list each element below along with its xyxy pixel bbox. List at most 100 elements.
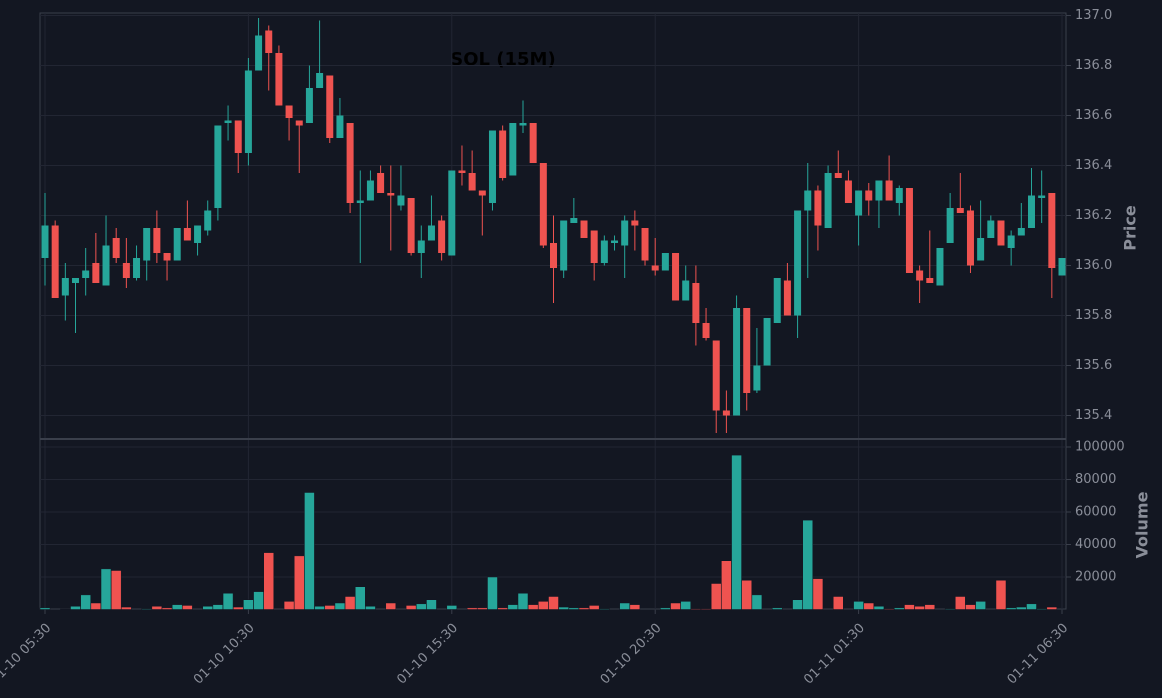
x-tick-label: 01-10 20:30	[598, 621, 665, 688]
volume-bar	[548, 596, 559, 610]
candle-body	[672, 253, 680, 301]
candle-body	[844, 180, 852, 203]
volume-bar	[619, 602, 630, 610]
candle-body	[621, 220, 629, 246]
candle-body	[377, 173, 385, 193]
candle-body	[82, 270, 90, 278]
candle-body	[102, 245, 110, 286]
candle-body	[936, 248, 944, 286]
volume-bar	[527, 604, 539, 610]
candle-body	[387, 193, 395, 196]
volume-bar	[955, 596, 966, 610]
candle-body	[438, 220, 446, 253]
candle-body	[285, 105, 293, 118]
y-tick-label: 60000	[1075, 504, 1116, 519]
volume-bar	[751, 594, 763, 610]
candle-body	[41, 225, 49, 258]
volume-bar	[487, 576, 498, 610]
candle-body	[529, 123, 537, 163]
volume-bar	[944, 608, 956, 610]
volume-bar	[1016, 606, 1027, 610]
frame	[39, 12, 1067, 610]
volume-bar	[151, 605, 163, 610]
candle-body	[366, 180, 374, 201]
candle-body	[468, 173, 476, 191]
candle-body	[702, 323, 710, 338]
volume-bar	[1005, 607, 1017, 610]
volume-bar	[355, 586, 366, 610]
y-tick-label: 136.4	[1075, 158, 1112, 173]
volume-bar	[660, 607, 671, 610]
volume-bar	[975, 601, 986, 610]
candle-body	[956, 208, 964, 213]
candle-body	[1058, 258, 1066, 276]
volume-bar	[304, 492, 315, 610]
candle-body	[163, 253, 171, 261]
candle-body	[499, 130, 507, 178]
candle-body	[173, 228, 181, 261]
candle-body	[133, 258, 141, 278]
candle-body	[834, 173, 842, 178]
volume-bar	[161, 607, 173, 610]
volume-bar	[517, 592, 529, 610]
volume-bar	[873, 605, 885, 610]
candle-body	[977, 238, 985, 261]
candle-body	[336, 115, 344, 138]
y-tick-label: 80000	[1075, 472, 1116, 487]
candle-body	[204, 210, 212, 231]
candle-body	[448, 170, 456, 256]
volume-bar	[995, 579, 1007, 610]
candle-body	[194, 225, 202, 243]
y-tick-label: 136.8	[1075, 58, 1112, 73]
volume-bar	[914, 605, 925, 610]
candle-body	[885, 180, 893, 201]
candle-body	[997, 220, 1005, 246]
candle-body	[895, 188, 903, 203]
candle-body	[1048, 193, 1056, 268]
volume-bar	[1046, 606, 1058, 610]
candle-body	[1038, 195, 1046, 198]
candle-body	[153, 228, 161, 253]
volume-bar	[110, 570, 122, 610]
volume-bar	[853, 601, 864, 610]
volume-bar	[232, 606, 244, 610]
volume-bar	[1026, 603, 1037, 610]
volume-bar	[121, 606, 132, 610]
volume-bar	[90, 602, 102, 610]
candle-body	[600, 240, 608, 263]
y-tick-label: 135.4	[1075, 408, 1112, 423]
y-tick-label: 20000	[1075, 569, 1116, 584]
volume-bar	[629, 604, 641, 610]
candle-body	[265, 30, 273, 53]
volume-bar	[416, 603, 427, 610]
x-tick-label: 01-11 01:30	[801, 621, 868, 688]
candle-body	[488, 130, 496, 203]
volume-bar	[599, 608, 610, 610]
volume-bar	[812, 578, 824, 610]
candle-body	[763, 318, 771, 366]
volume-bar	[100, 568, 112, 610]
candle-body	[224, 120, 232, 123]
volume-bar	[222, 592, 234, 610]
volume-bar	[588, 605, 600, 610]
y-tick-label: 137.0	[1075, 8, 1112, 23]
x-tick-label: 01-10 10:30	[191, 621, 258, 688]
volume-bar	[833, 596, 844, 610]
volume-bar	[497, 607, 508, 610]
volume-bar	[314, 605, 325, 610]
volume-bar	[771, 607, 783, 610]
candle-body	[1027, 195, 1035, 228]
volume-bar	[904, 604, 915, 610]
chart-title: SOL (15M)	[450, 49, 555, 70]
candle-body	[865, 190, 873, 201]
candle-body	[275, 53, 283, 106]
candle-body	[346, 123, 354, 203]
candle-body	[458, 170, 466, 173]
candle-body	[987, 220, 995, 238]
candle-body	[946, 208, 954, 243]
candle-body	[1017, 228, 1025, 236]
candle-body	[875, 180, 883, 201]
volume-bar	[212, 604, 224, 610]
volume-bar	[182, 605, 193, 610]
